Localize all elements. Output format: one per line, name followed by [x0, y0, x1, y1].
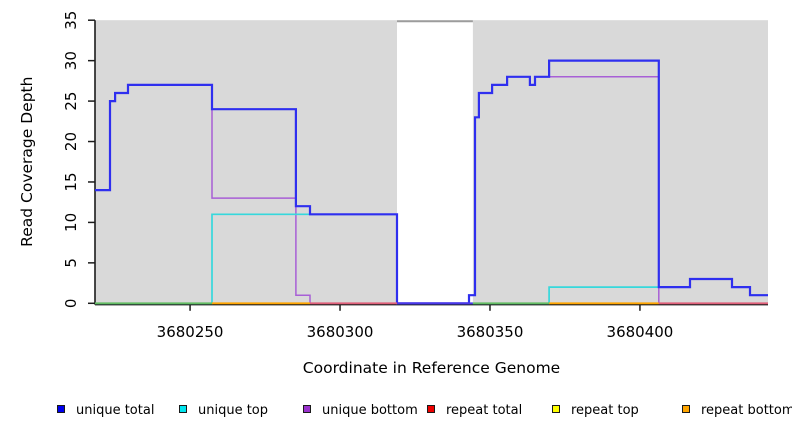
legend-label: unique bottom — [322, 403, 418, 418]
x-tick-label: 3680400 — [607, 323, 674, 341]
x-tick-label: 3680350 — [457, 323, 524, 341]
legend-label: unique total — [76, 403, 155, 418]
highlight-band — [397, 20, 473, 304]
x-tick-label: 3680300 — [307, 323, 374, 341]
x-axis-title: Coordinate in Reference Genome — [303, 359, 560, 377]
y-tick-label: 10 — [62, 213, 80, 232]
legend-label: repeat bottom — [701, 403, 792, 418]
read-coverage-chart: 0 5 10 15 20 25 30 35 3680250 3680300 3680350 36804… — [18, 11, 768, 377]
legend-swatch-repeat-bottom — [682, 405, 690, 413]
y-tick-label: 5 — [62, 258, 80, 268]
y-axis-title: Read Coverage Depth — [18, 77, 36, 247]
legend-swatch-repeat-total — [427, 405, 435, 413]
legend-label: repeat total — [446, 403, 523, 418]
legend-swatch-unique-top — [179, 405, 187, 413]
legend-swatch-unique-bottom — [303, 405, 311, 413]
legend-swatch-unique-total — [57, 405, 65, 413]
series-line-unique-total — [95, 59, 768, 305]
legend-label: unique top — [198, 403, 269, 418]
chart-legend: unique total unique top unique bottom repea… — [0, 398, 792, 428]
y-tick-label: 35 — [62, 11, 80, 30]
legend-label: repeat top — [571, 403, 639, 418]
y-tick-label: 15 — [62, 172, 80, 191]
x-tick-label: 3680250 — [157, 323, 224, 341]
legend-swatch-repeat-top — [552, 405, 560, 413]
y-tick-label: 20 — [62, 132, 80, 151]
y-tick-label: 0 — [62, 299, 80, 309]
y-tick-label: 30 — [62, 51, 80, 70]
y-tick-label: 25 — [62, 92, 80, 111]
